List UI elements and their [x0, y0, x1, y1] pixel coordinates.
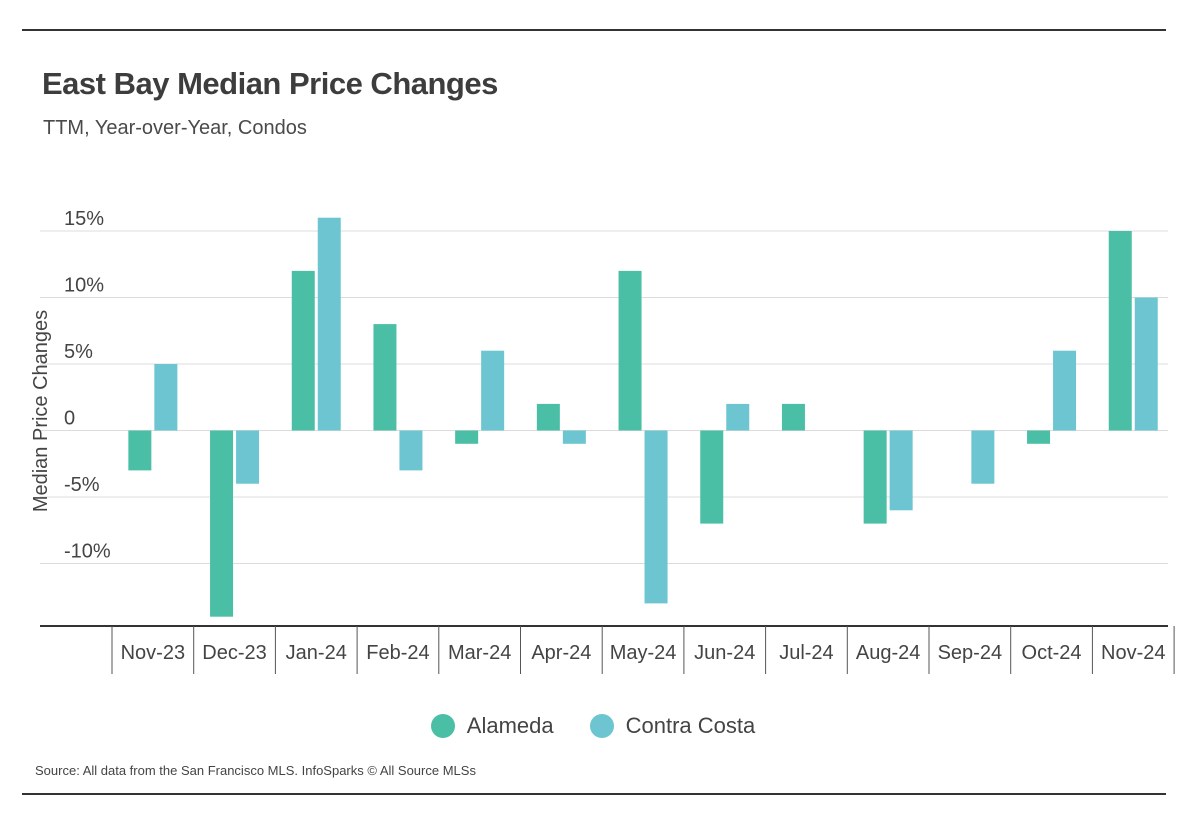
- bar-contra-costa: [1134, 297, 1158, 431]
- y-tick-label: -10%: [64, 541, 111, 563]
- y-tick-label: 0: [64, 408, 75, 430]
- x-tick-label: Jun-24: [694, 642, 755, 664]
- bar-alameda: [373, 324, 397, 431]
- x-tick-label: Nov-24: [1101, 642, 1165, 664]
- x-tick-label: Jan-24: [286, 642, 347, 664]
- legend-swatch-alameda: [430, 714, 455, 738]
- bar-contra-costa: [644, 430, 668, 604]
- x-tick-label: Feb-24: [366, 642, 429, 664]
- y-tick-label: 10%: [64, 275, 104, 297]
- bar-alameda: [1027, 430, 1051, 444]
- bar-alameda: [863, 430, 887, 524]
- bar-alameda: [618, 270, 642, 431]
- top-rule: [22, 29, 1166, 31]
- legend-item-contra-costa[interactable]: Contra Costa: [589, 713, 756, 739]
- legend-item-alameda[interactable]: Alameda: [430, 713, 554, 739]
- bar-alameda: [781, 403, 805, 431]
- bar-contra-costa: [154, 364, 178, 431]
- x-tick-label: Jul-24: [779, 642, 833, 664]
- legend: Alameda Contra Costa: [0, 713, 1186, 739]
- bottom-rule: [22, 793, 1166, 795]
- y-tick-label: -5%: [64, 474, 100, 496]
- bar-contra-costa: [399, 430, 423, 471]
- bar-contra-costa: [971, 430, 995, 484]
- bar-contra-costa: [726, 403, 750, 431]
- legend-swatch-contra-costa: [589, 714, 614, 738]
- bar-alameda: [128, 430, 152, 471]
- y-axis-label: Median Price Changes: [30, 310, 52, 512]
- source-note: Source: All data from the San Francisco …: [35, 763, 476, 778]
- bar-chart: 15% 10% 5% 0 -5% -10% Median Price Changes Nov-…: [30, 208, 1175, 674]
- legend-label-contra-costa: Contra Costa: [625, 713, 756, 738]
- x-tick-label: Aug-24: [856, 642, 921, 664]
- bar-alameda: [210, 430, 234, 617]
- x-tick-label: Mar-24: [448, 642, 511, 664]
- bar-contra-costa: [1053, 350, 1077, 431]
- bar-alameda: [536, 403, 560, 431]
- bar-contra-costa: [889, 430, 913, 511]
- bar-contra-costa: [236, 430, 260, 484]
- x-tick-label: May-24: [610, 642, 677, 664]
- x-tick-label: Dec-23: [202, 642, 266, 664]
- bar-alameda: [700, 430, 724, 524]
- y-tick-label: 15%: [64, 208, 104, 230]
- bar-alameda: [291, 270, 315, 431]
- y-tick-label: 5%: [64, 341, 93, 363]
- chart-title: East Bay Median Price Changes: [42, 66, 498, 101]
- legend-label-alameda: Alameda: [466, 713, 554, 738]
- bar-alameda: [1108, 231, 1132, 431]
- x-tick-label: Apr-24: [531, 642, 591, 664]
- bar-contra-costa: [481, 350, 505, 431]
- chart-subtitle: TTM, Year-over-Year, Condos: [43, 117, 307, 139]
- x-tick-label: Sep-24: [938, 642, 1003, 664]
- bar-contra-costa: [562, 430, 586, 444]
- bar-alameda: [455, 430, 479, 444]
- x-tick-label: Oct-24: [1022, 642, 1082, 664]
- x-tick-label: Nov-23: [121, 642, 185, 664]
- bar-contra-costa: [317, 217, 341, 431]
